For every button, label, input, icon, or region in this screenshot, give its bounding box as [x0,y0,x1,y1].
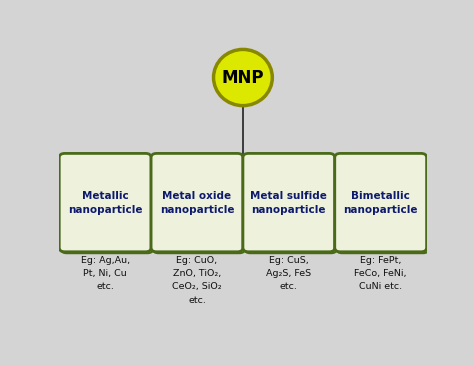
Text: MNP: MNP [222,69,264,87]
Text: Metal oxide
nanoparticle: Metal oxide nanoparticle [160,191,234,215]
Text: Metal sulfide
nanoparticle: Metal sulfide nanoparticle [250,191,327,215]
FancyBboxPatch shape [61,155,153,253]
Text: Eg: CuS,
Ag₂S, FeS
etc.: Eg: CuS, Ag₂S, FeS etc. [266,256,311,291]
Text: Eg: CuO,
ZnO, TiO₂,
CeO₂, SiO₂
etc.: Eg: CuO, ZnO, TiO₂, CeO₂, SiO₂ etc. [172,256,222,305]
FancyBboxPatch shape [335,153,427,252]
Text: Metallic
nanoparticle: Metallic nanoparticle [68,191,142,215]
FancyBboxPatch shape [59,153,151,252]
Ellipse shape [213,49,272,105]
Text: Eg: FePt,
FeCo, FeNi,
CuNi etc.: Eg: FePt, FeCo, FeNi, CuNi etc. [355,256,407,291]
FancyBboxPatch shape [151,153,243,252]
FancyBboxPatch shape [337,155,428,253]
Text: Bimetallic
nanoparticle: Bimetallic nanoparticle [344,191,418,215]
FancyBboxPatch shape [153,155,245,253]
Text: Eg: Ag,Au,
Pt, Ni, Cu
etc.: Eg: Ag,Au, Pt, Ni, Cu etc. [81,256,130,291]
FancyBboxPatch shape [243,153,335,252]
FancyBboxPatch shape [245,155,337,253]
